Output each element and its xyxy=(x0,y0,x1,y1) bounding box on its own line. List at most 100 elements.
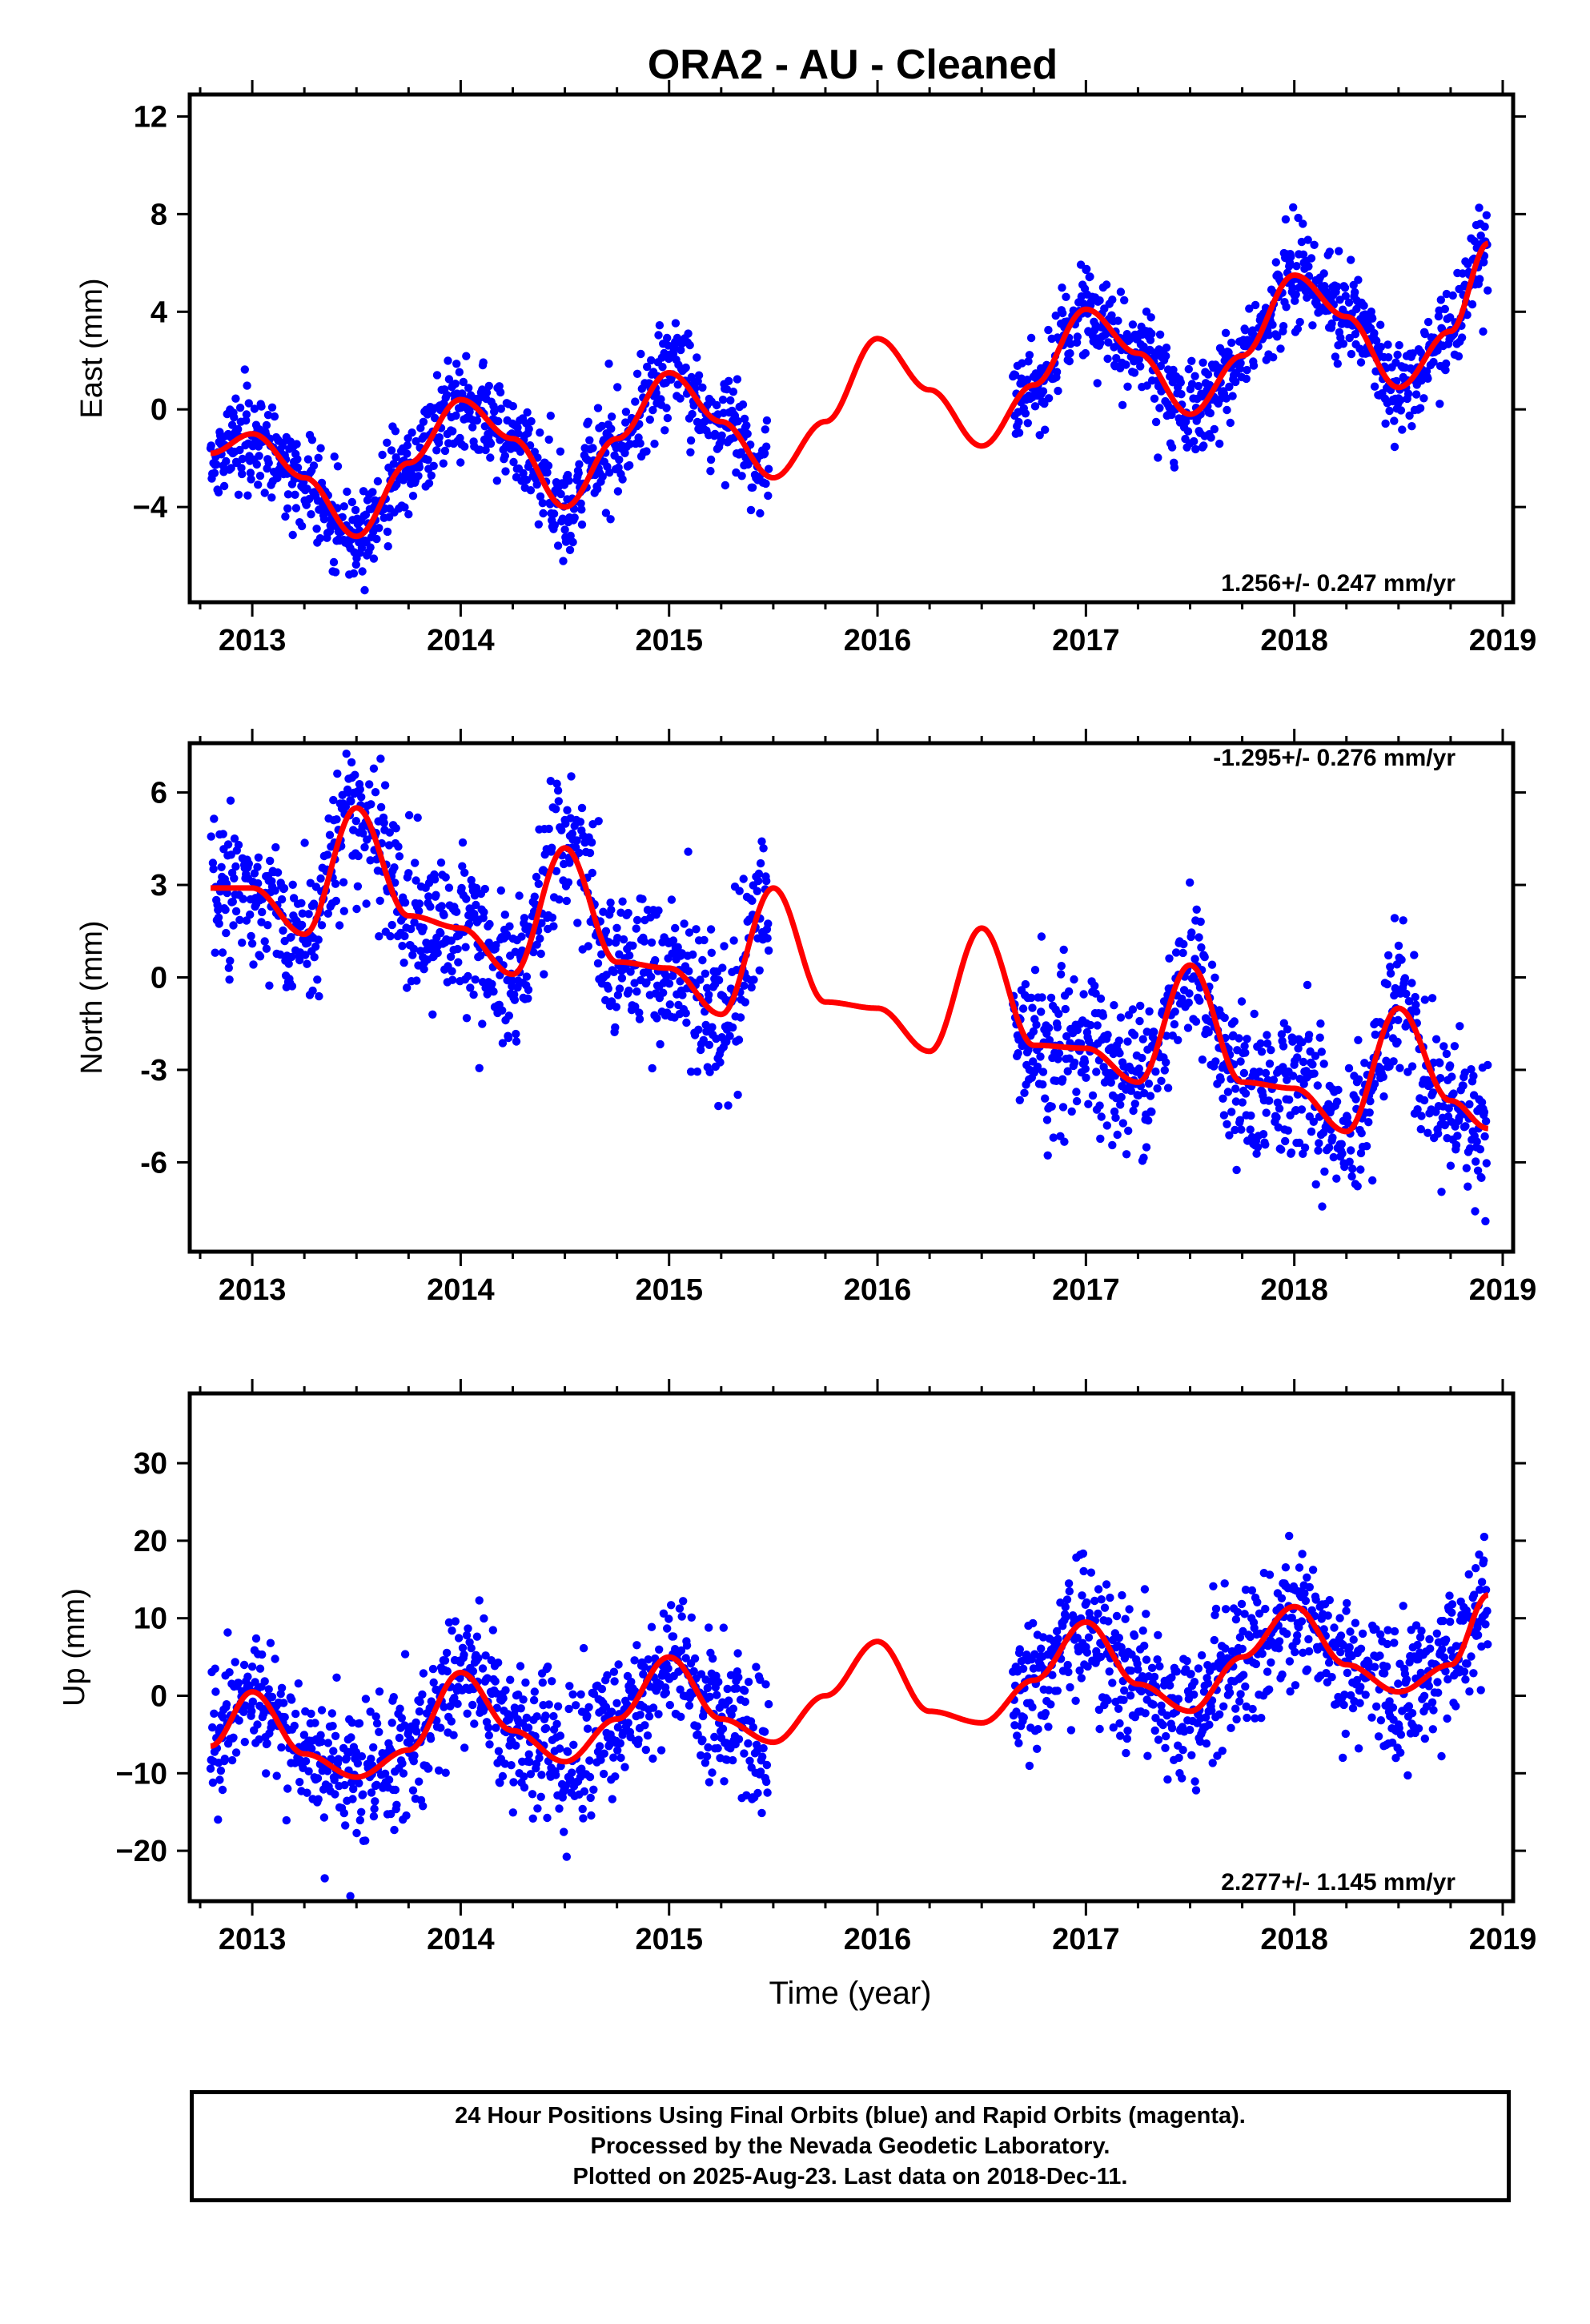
east-data-point xyxy=(1162,344,1171,352)
up-data-point xyxy=(1130,1631,1139,1640)
east-data-point xyxy=(1273,332,1282,341)
up-data-point xyxy=(424,1764,433,1773)
east-data-point xyxy=(1297,237,1307,247)
up-data-point xyxy=(1420,1734,1430,1743)
north-data-point xyxy=(404,810,414,820)
up-data-point xyxy=(441,1768,450,1777)
north-data-point xyxy=(1096,1134,1105,1144)
east-data-point xyxy=(347,497,356,507)
up-data-point xyxy=(1075,1666,1084,1675)
east-data-point xyxy=(1041,425,1050,434)
north-data-point xyxy=(1220,1013,1229,1023)
east-data-point xyxy=(243,491,252,500)
east-data-point xyxy=(621,418,630,427)
east-data-point xyxy=(1271,258,1281,267)
east-data-point xyxy=(260,489,269,497)
up-data-point xyxy=(1166,1681,1174,1690)
north-data-point xyxy=(333,769,342,778)
north-data-point xyxy=(1447,1072,1456,1081)
east-data-point xyxy=(316,444,325,452)
east-data-point xyxy=(235,445,244,455)
north-data-point xyxy=(244,859,253,868)
up-data-point xyxy=(366,1707,375,1716)
up-data-point xyxy=(415,1777,424,1786)
up-data-point xyxy=(319,1813,329,1822)
up-data-point xyxy=(463,1709,472,1718)
north-y-tick-label: 6 xyxy=(151,777,167,810)
up-data-point xyxy=(659,1609,669,1618)
north-data-point xyxy=(1482,1159,1492,1168)
east-data-point xyxy=(762,442,771,451)
up-data-point xyxy=(462,1630,472,1640)
east-data-point xyxy=(452,411,460,420)
north-data-point xyxy=(705,1068,714,1076)
up-data-point xyxy=(1300,1589,1309,1598)
east-data-point xyxy=(636,439,644,448)
north-data-point xyxy=(1246,1125,1255,1134)
north-data-point xyxy=(1095,1101,1104,1110)
north-data-point xyxy=(718,963,727,972)
east-data-point xyxy=(214,488,223,497)
east-data-point xyxy=(601,509,611,517)
up-data-point xyxy=(759,1743,768,1753)
north-data-point xyxy=(1299,1057,1308,1067)
up-data-point xyxy=(1097,1595,1106,1604)
east-data-point xyxy=(1170,463,1179,472)
up-data-point xyxy=(372,1780,381,1789)
east-data-point xyxy=(1023,419,1033,428)
north-data-point xyxy=(625,951,634,960)
up-data-point xyxy=(1304,1647,1314,1656)
east-data-point xyxy=(432,371,442,380)
north-data-point xyxy=(1138,1035,1147,1043)
east-data-point xyxy=(536,492,545,501)
north-data-point xyxy=(1093,1021,1102,1030)
north-data-point xyxy=(1170,1019,1179,1029)
north-data-point xyxy=(226,796,235,805)
north-data-point xyxy=(1390,991,1399,1000)
up-data-point xyxy=(313,1774,323,1783)
north-data-point xyxy=(739,875,748,883)
east-data-point xyxy=(1359,301,1368,310)
up-data-point xyxy=(1112,1611,1122,1621)
east-data-point xyxy=(1308,321,1317,330)
east-data-point xyxy=(451,380,460,388)
east-data-point xyxy=(456,433,464,443)
up-data-point xyxy=(1190,1777,1199,1786)
north-data-point xyxy=(1028,1003,1037,1012)
east-data-point xyxy=(235,404,245,412)
east-data-point xyxy=(230,413,239,422)
east-data-point xyxy=(492,476,501,485)
up-data-point xyxy=(234,1679,243,1687)
north-data-point xyxy=(1439,1042,1448,1051)
north-data-point xyxy=(1227,1108,1236,1116)
north-data-point xyxy=(1014,1049,1022,1058)
north-data-point xyxy=(1185,989,1194,998)
east-data-point xyxy=(585,436,594,444)
north-data-point xyxy=(462,1014,472,1023)
up-data-point xyxy=(729,1755,737,1765)
east-data-point xyxy=(1183,427,1193,436)
up-data-point xyxy=(1167,1673,1176,1682)
up-data-point xyxy=(460,1651,468,1659)
north-data-point xyxy=(225,975,234,984)
up-data-point xyxy=(1054,1634,1062,1643)
up-data-point xyxy=(436,1723,445,1732)
up-data-point xyxy=(663,1624,672,1633)
north-data-point xyxy=(391,824,400,833)
north-data-point xyxy=(1354,1075,1363,1084)
up-data-point xyxy=(584,1703,593,1711)
east-data-point xyxy=(1294,213,1303,223)
east-data-point xyxy=(1295,317,1304,327)
up-data-point xyxy=(1044,1723,1053,1731)
east-data-point xyxy=(1480,222,1489,231)
north-data-point xyxy=(1138,1053,1146,1063)
up-data-point xyxy=(648,1754,657,1763)
north-data-point xyxy=(1315,1033,1324,1042)
north-data-point xyxy=(413,813,422,822)
north-data-point xyxy=(554,797,563,806)
up-data-point xyxy=(1066,1726,1076,1735)
up-data-point xyxy=(1399,1602,1407,1610)
north-data-point xyxy=(1124,1126,1133,1136)
east-data-point xyxy=(264,458,273,468)
north-data-point xyxy=(1129,1106,1138,1116)
